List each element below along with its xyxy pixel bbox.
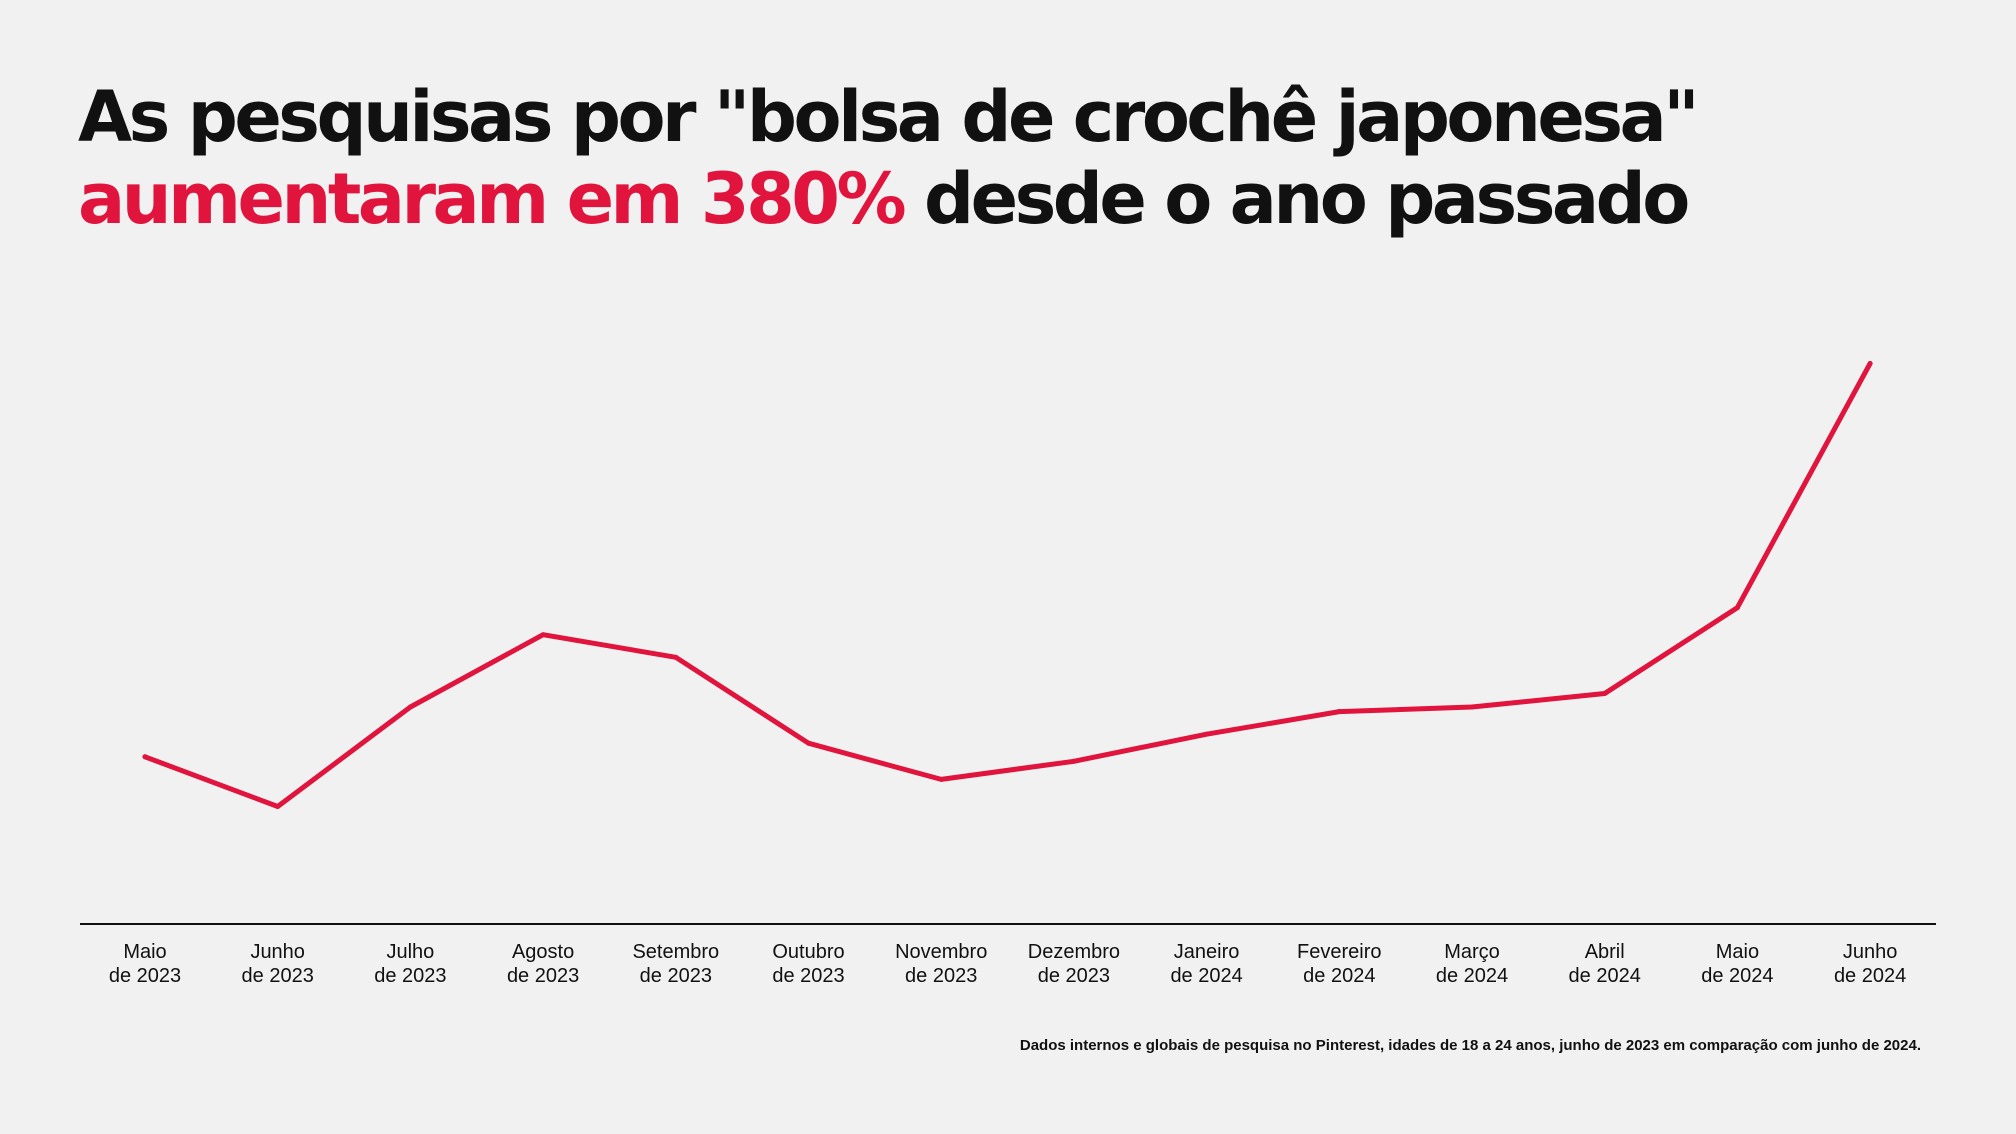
source-footnote: Dados internos e globais de pesquisa no … [1019, 1037, 1921, 1054]
x-tick-label-11: Março de 2024 [1436, 941, 1508, 987]
x-tick-label-8: Dezembro de 2023 [1028, 941, 1120, 987]
data-point-3 [407, 704, 413, 710]
data-point-6 [806, 740, 811, 746]
headline-highlight: aumentaram em 380% [78, 158, 907, 240]
x-tick-label-13: Maio de 2024 [1701, 941, 1773, 987]
headline: As pesquisas por "bolsa de crochê japone… [78, 76, 1938, 240]
x-tick-label-7: Novembro de 2023 [895, 941, 987, 987]
headline-line-1: As pesquisas por "bolsa de crochê japone… [78, 76, 1700, 158]
x-tick-label-10: Fevereiro de 2024 [1297, 941, 1381, 987]
x-tick-label-5: Setembro de 2023 [632, 941, 719, 987]
data-point-8 [1071, 758, 1077, 764]
data-point-11 [1469, 704, 1475, 710]
data-point-2 [275, 803, 281, 809]
data-point-1 [142, 754, 148, 760]
x-tick-label-2: Junho de 2023 [242, 941, 314, 987]
data-point-14 [1867, 361, 1873, 367]
data-point-7 [938, 776, 944, 782]
x-tick-label-6: Outubro de 2023 [772, 941, 844, 987]
data-point-12 [1602, 690, 1608, 696]
headline-line-2: aumentaram em 380% desde o ano passado [78, 158, 1938, 240]
x-tick-label-12: Abril de 2024 [1569, 941, 1641, 987]
data-point-9 [1204, 731, 1210, 737]
data-point-4 [540, 632, 546, 638]
x-tick-label-3: Julho de 2023 [374, 941, 446, 987]
x-tick-label-1: Maio de 2023 [109, 941, 181, 987]
x-tick-label-4: Agosto de 2023 [507, 941, 579, 987]
x-tick-label-14: Junho de 2024 [1834, 941, 1906, 987]
x-tick-label-9: Janeiro de 2024 [1170, 941, 1242, 987]
data-point-13 [1734, 605, 1740, 611]
data-point-10 [1336, 709, 1342, 715]
x-tick-labels: Maio de 2023 Junho de 2023 Julho de 2023 Agost… [109, 941, 1906, 987]
data-point-5 [673, 654, 679, 660]
series-line [142, 361, 1873, 809]
headline-rest: desde o ano passado [903, 158, 1690, 240]
